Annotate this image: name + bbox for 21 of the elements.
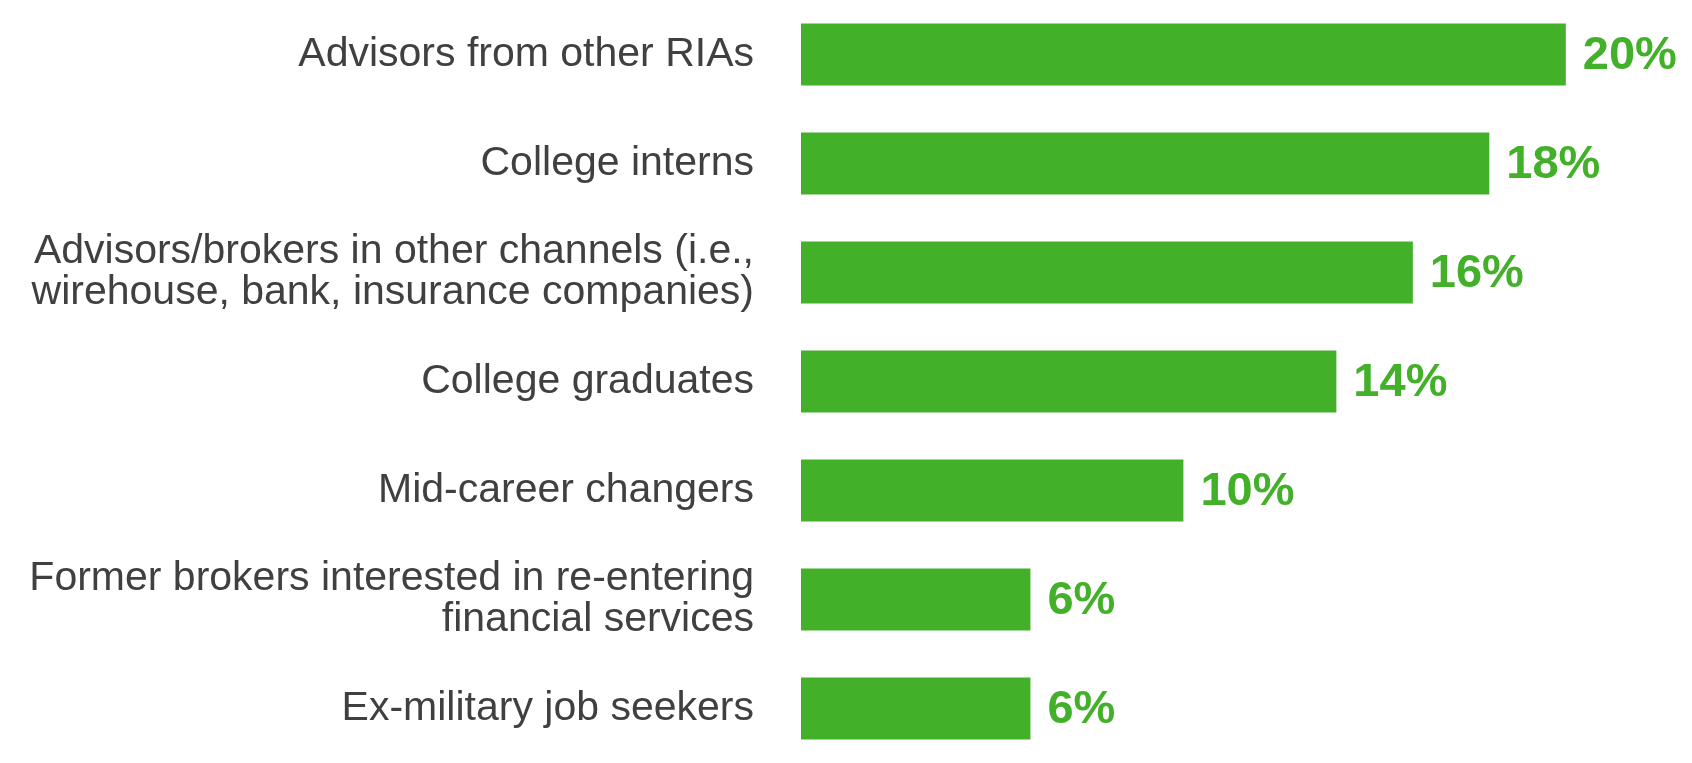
- bar: [801, 459, 1184, 522]
- data-label: 16%: [1429, 244, 1524, 298]
- data-label: 6%: [1047, 571, 1116, 625]
- bar: [801, 23, 1566, 86]
- data-label: 10%: [1200, 462, 1295, 516]
- y-tick-label: College graduates: [421, 355, 754, 402]
- data-label: 18%: [1506, 135, 1601, 189]
- y-tick-label: Former brokers interested in re-entering financial services: [29, 553, 754, 641]
- bar: [801, 568, 1031, 631]
- y-tick-label: College interns: [480, 137, 754, 184]
- data-label: 6%: [1047, 680, 1116, 734]
- y-tick-label: Advisors from other RIAs: [298, 28, 754, 75]
- bar: [801, 132, 1490, 195]
- bar: [801, 241, 1413, 304]
- data-label: 14%: [1353, 353, 1448, 407]
- y-tick-label: Ex-military job seekers: [341, 682, 754, 729]
- bar: [801, 350, 1337, 413]
- y-tick-label: Advisors/brokers in other channels (i.e., wirehouse, bank, insurance companies): [30, 226, 754, 314]
- y-tick-label: Mid-career changers: [378, 464, 754, 511]
- data-label: 20%: [1582, 26, 1677, 80]
- bar: [801, 677, 1031, 740]
